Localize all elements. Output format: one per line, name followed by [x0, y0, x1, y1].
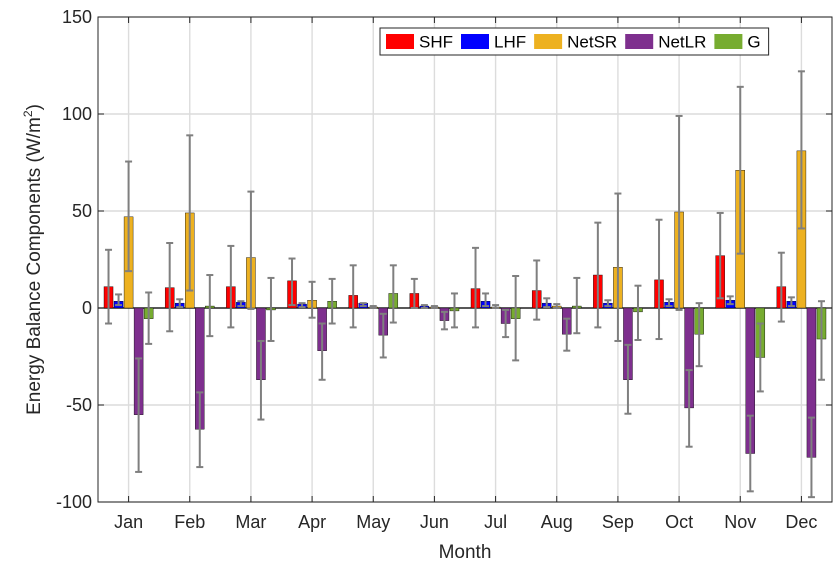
x-tick-label: Jan [114, 512, 143, 532]
legend-swatch-lhf [461, 34, 489, 49]
legend-label-g: G [747, 33, 760, 52]
legend-swatch-g [714, 34, 743, 49]
legend-swatch-netlr [625, 34, 654, 49]
y-axis-label-superscript: 2 [21, 110, 35, 117]
error-bars [105, 70, 825, 499]
legend: SHF LHF NetSR NetLR G [379, 27, 770, 56]
x-tick-label: Apr [298, 512, 326, 532]
axis-ticks [98, 16, 832, 503]
x-tick-label: Oct [665, 512, 693, 532]
y-tick-label: 0 [82, 298, 92, 318]
x-tick-label: Sep [602, 512, 634, 532]
y-tick-label: -50 [66, 395, 92, 415]
y-axis-label-close: ) [24, 104, 45, 110]
legend-label-shf: SHF [419, 33, 453, 52]
legend-swatch-netsr [534, 34, 563, 49]
bars [103, 150, 827, 458]
x-tick-label: Mar [235, 512, 266, 532]
x-tick-label: Jun [420, 512, 449, 532]
y-axis-label-main: Energy Balance Components (W/m [24, 117, 45, 415]
legend-label-lhf: LHF [494, 33, 526, 52]
legend-box [379, 27, 770, 56]
y-tick-label: 150 [62, 7, 92, 27]
x-tick-label: Jul [484, 512, 507, 532]
y-tick-label: 50 [72, 201, 92, 221]
y-tick-label: 100 [62, 104, 92, 124]
y-tick-label: -100 [56, 492, 92, 512]
legend-swatch-shf [386, 34, 414, 49]
tick-labels: Jan Feb Mar Apr May Jun Jul Aug Sep Oct Nov Dec -100… [56, 7, 817, 532]
legend-label-netlr: NetLR [658, 33, 706, 52]
x-tick-label: Nov [724, 512, 756, 532]
x-tick-label: Aug [541, 512, 573, 532]
plot-frame [97, 16, 833, 503]
y-axis-label: Energy Balance Components (W/m2) [21, 104, 45, 415]
x-tick-label: May [356, 512, 390, 532]
legend-label-netsr: NetSR [567, 33, 617, 52]
x-axis-label: Month [439, 542, 492, 563]
x-tick-label: Feb [174, 512, 205, 532]
x-tick-label: Dec [785, 512, 817, 532]
